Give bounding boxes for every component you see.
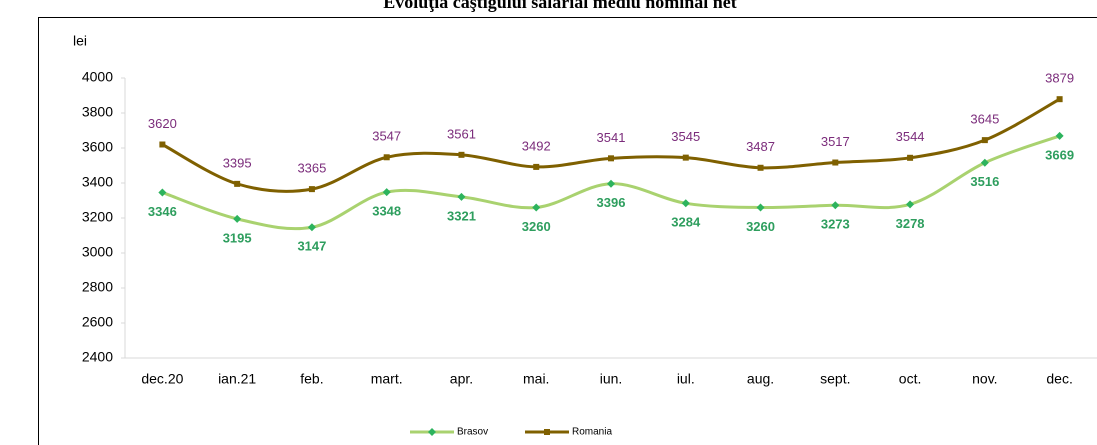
data-label: 3879 <box>1045 71 1074 86</box>
data-label: 3487 <box>746 139 775 154</box>
x-tick-label: feb. <box>300 371 323 387</box>
marker <box>907 154 914 161</box>
x-tick-label: iul. <box>677 371 695 387</box>
data-label: 3260 <box>522 219 551 234</box>
legend-label: Romania <box>572 427 612 438</box>
x-tick-label: nov. <box>972 371 997 387</box>
marker <box>681 199 690 208</box>
marker <box>234 180 241 187</box>
data-label: 3516 <box>970 174 999 189</box>
y-tick-label: 2600 <box>82 314 113 330</box>
marker <box>158 188 167 197</box>
y-tick-label: 4000 <box>82 69 113 85</box>
marker <box>532 203 541 212</box>
marker <box>457 192 466 201</box>
y-axis-label: lei <box>73 33 87 49</box>
data-label: 3395 <box>223 155 252 170</box>
data-label: 3645 <box>970 112 999 127</box>
chart-border <box>38 17 1097 445</box>
marker <box>1056 96 1063 103</box>
x-tick-label: iun. <box>600 371 623 387</box>
marker <box>307 223 316 232</box>
marker <box>682 154 689 161</box>
marker <box>608 155 614 162</box>
data-label: 3195 <box>223 230 252 245</box>
y-tick-label: 3000 <box>82 244 113 260</box>
x-tick-label: ian.21 <box>218 371 256 387</box>
x-tick-label: mart. <box>371 371 403 387</box>
data-label: 3396 <box>597 195 626 210</box>
y-tick-label: 3600 <box>82 139 113 155</box>
legend-marker <box>428 428 436 436</box>
data-label: 3284 <box>671 215 701 230</box>
y-tick-label: 3400 <box>82 174 113 190</box>
marker <box>1055 131 1064 140</box>
data-label: 3346 <box>148 204 177 219</box>
marker <box>757 164 764 171</box>
marker <box>458 151 465 158</box>
data-label: 3545 <box>671 129 700 144</box>
marker <box>233 214 242 223</box>
data-label: 3273 <box>821 217 850 232</box>
data-label: 3147 <box>297 239 326 254</box>
legend-marker <box>544 429 550 435</box>
x-tick-label: mai. <box>523 371 549 387</box>
data-label: 3547 <box>372 129 401 144</box>
marker <box>383 154 390 161</box>
data-label: 3365 <box>297 161 326 176</box>
data-label: 3260 <box>746 219 775 234</box>
data-label: 3321 <box>447 208 476 223</box>
data-label: 3669 <box>1045 147 1074 162</box>
data-label: 3348 <box>372 204 401 219</box>
x-tick-label: dec. <box>1046 371 1072 387</box>
legend-label: Brasov <box>457 427 488 438</box>
data-label: 3620 <box>148 116 177 131</box>
marker <box>981 137 988 144</box>
marker <box>382 188 391 197</box>
marker <box>533 163 540 170</box>
marker <box>607 179 615 188</box>
marker <box>980 158 989 167</box>
x-tick-label: apr. <box>450 371 473 387</box>
y-tick-label: 3800 <box>82 104 113 120</box>
x-tick-label: dec.20 <box>141 371 183 387</box>
data-label: 3278 <box>896 216 925 231</box>
marker <box>159 141 166 148</box>
data-label: 3544 <box>896 129 925 144</box>
marker <box>832 159 839 166</box>
marker <box>308 186 315 193</box>
data-label: 3561 <box>447 126 476 141</box>
marker <box>831 201 840 210</box>
marker <box>756 203 765 212</box>
y-tick-label: 3200 <box>82 209 113 225</box>
y-tick-label: 2400 <box>82 349 113 365</box>
x-tick-label: sept. <box>820 371 850 387</box>
data-label: 3492 <box>522 138 551 153</box>
y-tick-label: 2800 <box>82 279 113 295</box>
data-label: 3541 <box>597 130 626 145</box>
x-tick-label: aug. <box>747 371 774 387</box>
data-label: 3517 <box>821 134 850 149</box>
x-tick-label: oct. <box>899 371 922 387</box>
chart-title: Evoluţia câştigului salarial mediu nomin… <box>383 0 737 12</box>
marker <box>906 200 915 209</box>
